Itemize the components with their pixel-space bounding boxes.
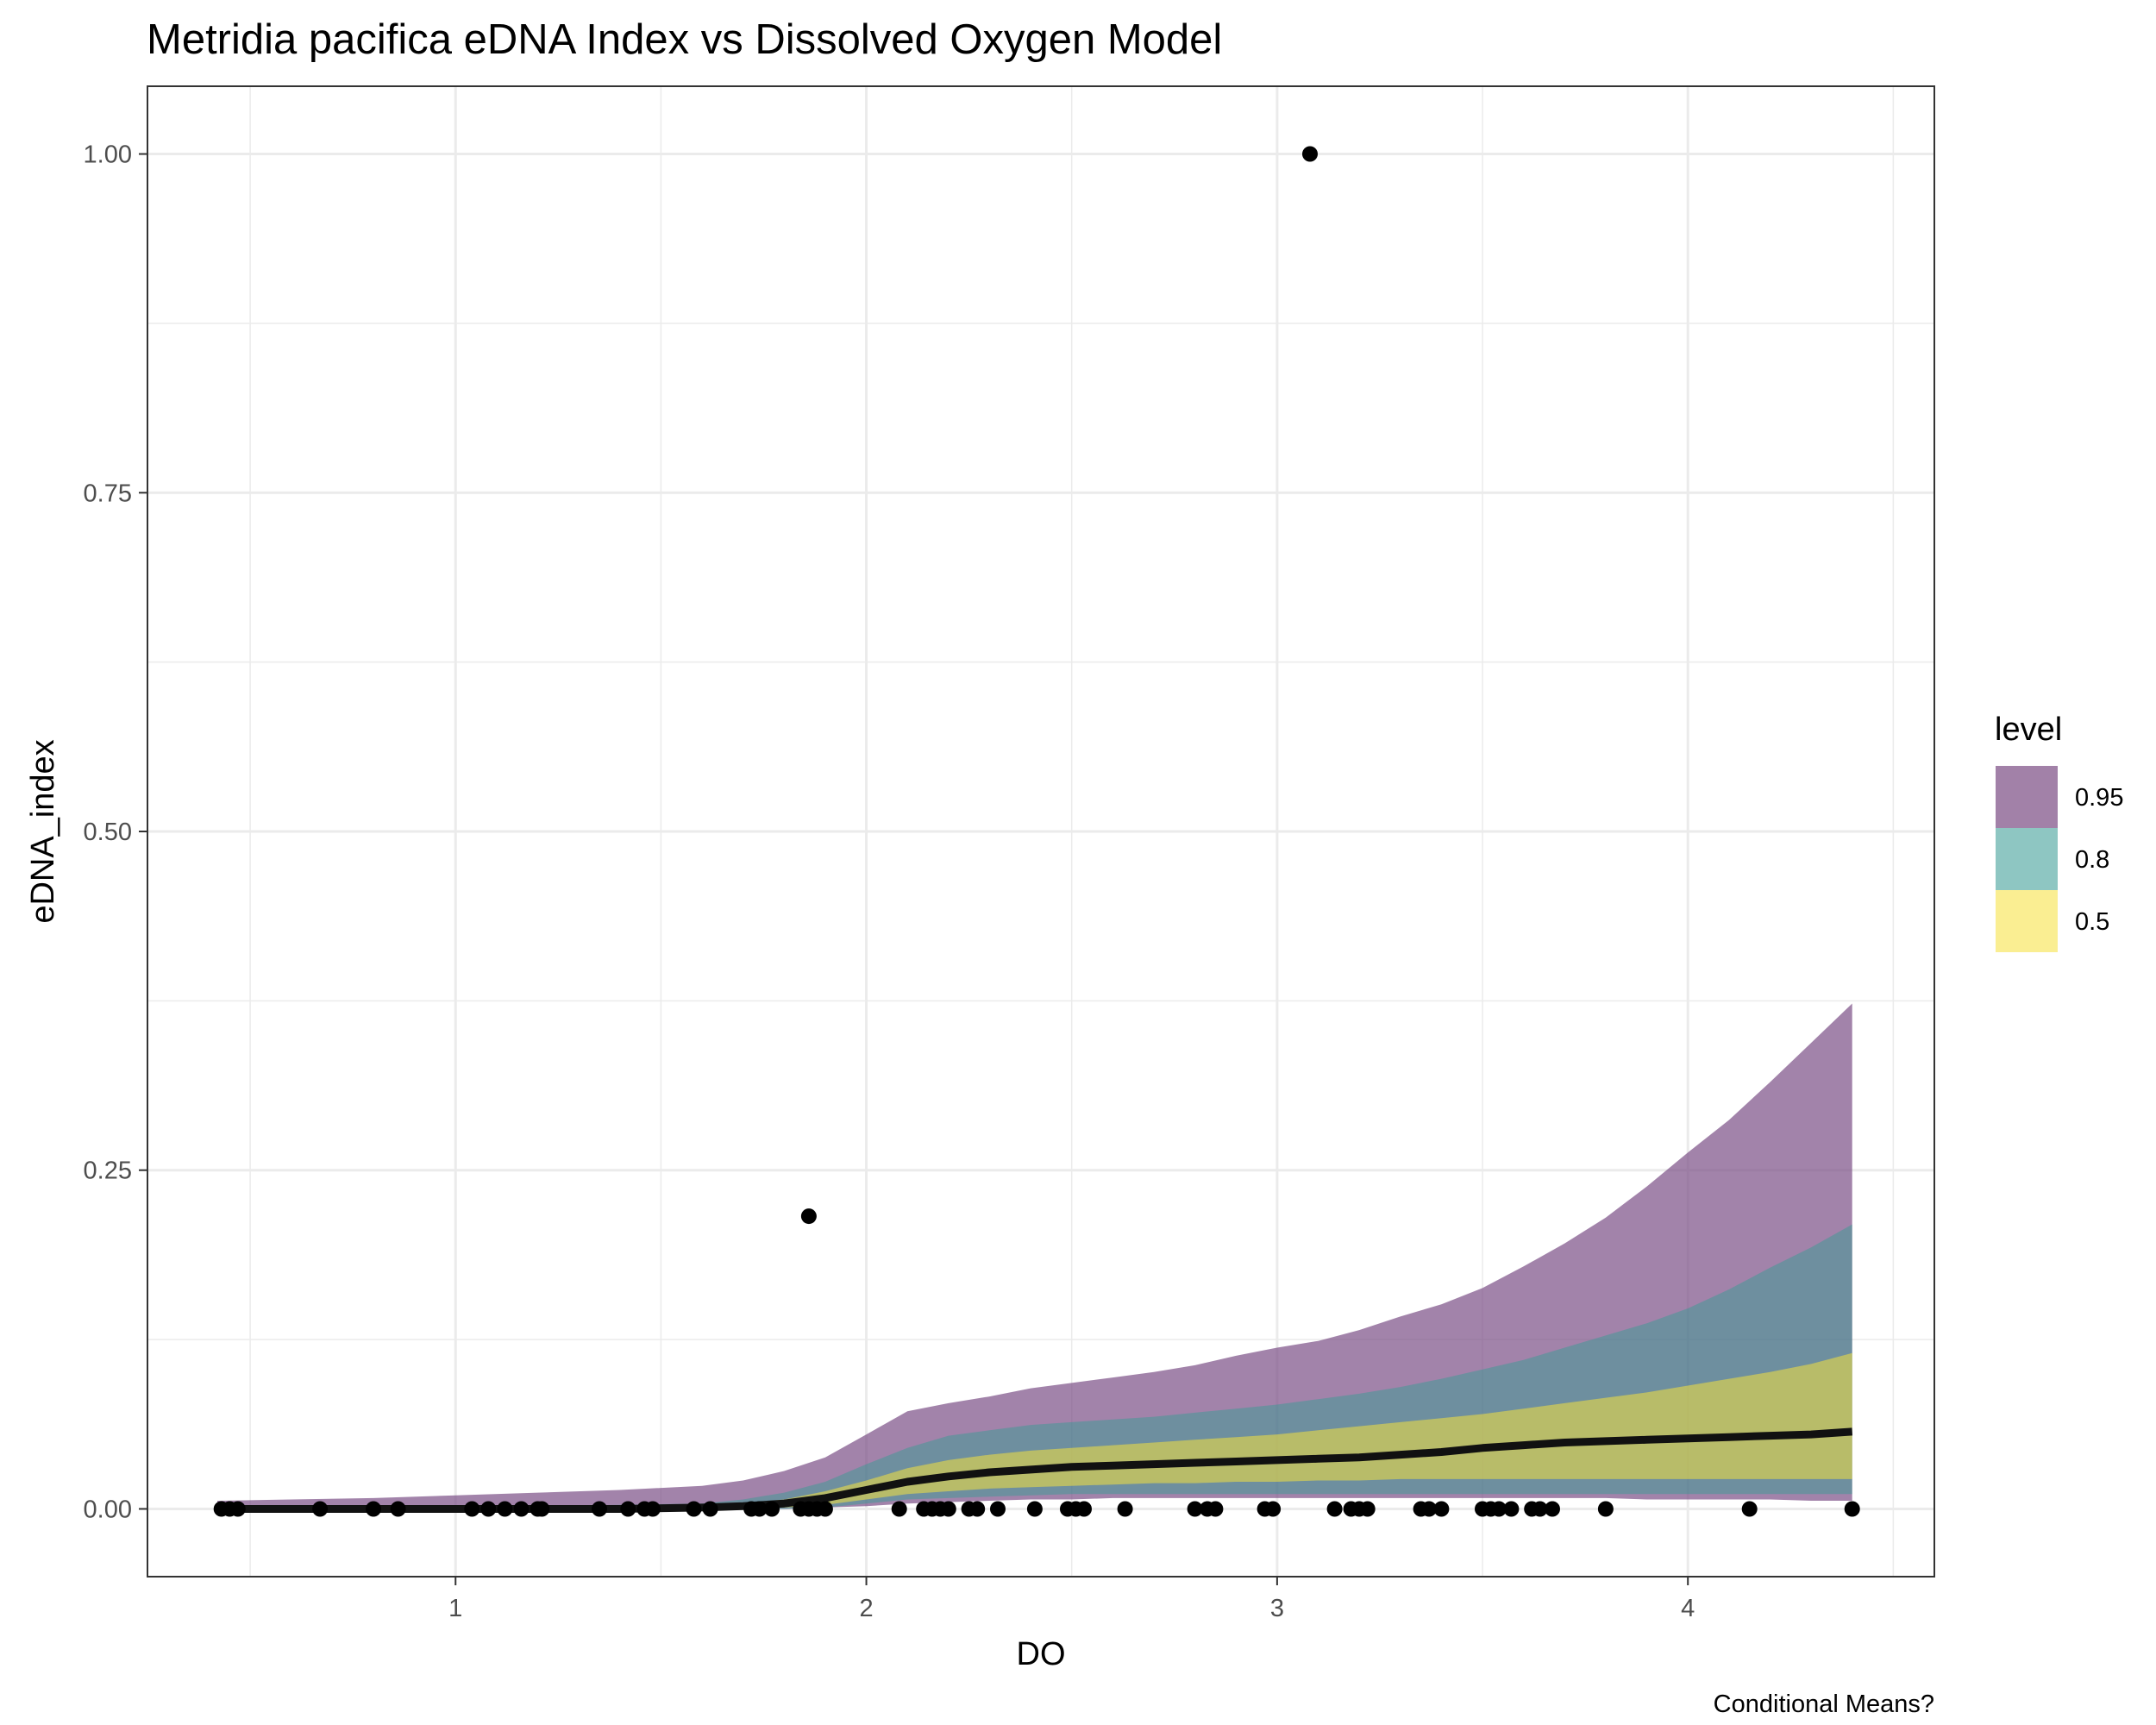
chart-caption: Conditional Means? <box>1714 1690 1934 1718</box>
y-axis-ticks: 0.00 0.25 0.50 0.75 1.00 <box>84 141 147 1523</box>
observed-points <box>213 146 1860 1517</box>
data-point <box>990 1501 1006 1517</box>
data-point <box>800 1208 817 1225</box>
data-point <box>534 1501 550 1517</box>
data-point <box>1433 1501 1450 1517</box>
credible-interval-bands <box>217 1003 1852 1509</box>
x-tick-label: 1 <box>448 1595 462 1622</box>
data-point <box>620 1501 636 1517</box>
data-point <box>312 1501 329 1517</box>
data-point <box>366 1501 381 1517</box>
data-point <box>686 1501 702 1517</box>
data-point <box>1503 1501 1520 1517</box>
data-point <box>1545 1501 1560 1517</box>
legend-title: level <box>1995 712 2062 748</box>
legend-swatch-050 <box>1996 890 2058 952</box>
data-point <box>751 1501 768 1517</box>
data-point <box>1117 1501 1133 1517</box>
legend-swatch-095 <box>1996 766 2058 828</box>
data-point <box>764 1501 780 1517</box>
data-point <box>1326 1501 1343 1517</box>
band-095 <box>217 1003 1852 1509</box>
x-axis-title: DO <box>1017 1636 1066 1672</box>
y-axis-title: eDNA_index <box>25 739 61 923</box>
data-point <box>644 1501 661 1517</box>
data-point <box>817 1501 833 1517</box>
legend-label-080: 0.8 <box>2075 846 2109 874</box>
y-tick-label: 0.25 <box>84 1157 132 1185</box>
data-point <box>229 1501 246 1517</box>
data-point <box>1207 1501 1224 1517</box>
data-point <box>1597 1501 1614 1517</box>
legend-label-050: 0.5 <box>2075 908 2109 936</box>
data-point <box>940 1501 956 1517</box>
y-tick-label: 0.75 <box>84 480 132 507</box>
legend-label-095: 0.95 <box>2075 784 2123 812</box>
data-point <box>497 1501 513 1517</box>
x-axis-ticks: 1 2 3 4 <box>448 1577 1695 1622</box>
data-point <box>480 1501 497 1517</box>
mean-line-path <box>217 1427 1853 1513</box>
data-point <box>1421 1501 1438 1517</box>
data-point <box>702 1501 718 1517</box>
data-point <box>1302 146 1318 162</box>
data-point <box>891 1501 907 1517</box>
conditional-mean-line <box>217 1427 1853 1513</box>
x-tick-label: 2 <box>859 1595 873 1622</box>
data-point <box>1491 1501 1507 1517</box>
data-point <box>390 1501 406 1517</box>
data-point <box>1844 1501 1860 1517</box>
data-point <box>513 1501 530 1517</box>
data-point <box>1532 1501 1548 1517</box>
data-point <box>1026 1501 1043 1517</box>
chart-title: Metridia pacifica eDNA Index vs Dissolve… <box>147 16 1223 63</box>
y-tick-label: 0.50 <box>84 819 132 846</box>
data-point <box>592 1501 607 1517</box>
legend-swatch-080 <box>1996 828 2058 890</box>
x-tick-label: 3 <box>1270 1595 1284 1622</box>
band-05 <box>217 1352 1852 1509</box>
data-point <box>1359 1501 1376 1517</box>
legend: level 0.95 0.8 0.5 <box>1995 712 2123 952</box>
y-tick-label: 1.00 <box>84 141 132 169</box>
data-point <box>1076 1501 1092 1517</box>
data-point <box>1741 1501 1758 1517</box>
data-point <box>1187 1501 1203 1517</box>
x-tick-label: 4 <box>1681 1595 1695 1622</box>
data-point <box>464 1501 480 1517</box>
data-point <box>1265 1501 1282 1517</box>
data-point <box>969 1501 986 1517</box>
y-tick-label: 0.00 <box>84 1496 132 1523</box>
